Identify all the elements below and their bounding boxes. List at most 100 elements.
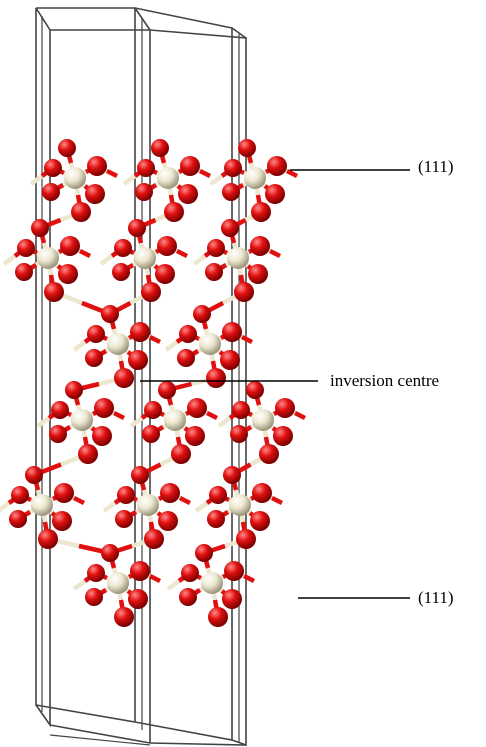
oxygen-atom <box>9 510 27 528</box>
oxygen-atom <box>259 444 279 464</box>
oxygen-atom <box>114 368 134 388</box>
oxygen-atom <box>101 544 119 562</box>
bond <box>240 334 254 345</box>
oxygen-atom <box>220 350 240 370</box>
oxygen-atom <box>51 401 69 419</box>
oxygen-atom <box>87 564 105 582</box>
oxygen-atom <box>144 529 164 549</box>
oxygen-atom <box>206 368 226 388</box>
oxygen-atom <box>234 282 254 302</box>
surface-label-top: (111) <box>418 157 454 176</box>
oxygen-atom <box>87 325 105 343</box>
oxygen-atom <box>208 607 228 627</box>
bond <box>198 168 212 179</box>
oxygen-atom <box>65 381 83 399</box>
oxygen-atom <box>250 511 270 531</box>
bond <box>270 495 284 506</box>
oxygen-atom <box>187 398 207 418</box>
cation-atom <box>64 167 86 189</box>
oxygen-atom <box>85 349 103 367</box>
oxygen-atom <box>265 184 285 204</box>
oxygen-atom <box>250 236 270 256</box>
oxygen-atom <box>49 425 67 443</box>
cation-atom <box>244 167 266 189</box>
bond <box>105 168 119 179</box>
oxygen-atom <box>130 561 150 581</box>
oxygen-atom <box>44 159 62 177</box>
oxygen-atom <box>160 483 180 503</box>
cation-atom <box>201 572 223 594</box>
bond <box>175 248 189 259</box>
bond <box>99 254 114 266</box>
oxygen-atom <box>158 381 176 399</box>
cation-atom <box>157 167 179 189</box>
bond <box>2 254 17 266</box>
oxygen-atom <box>195 544 213 562</box>
cation-atom <box>164 409 186 431</box>
oxygen-atom <box>193 305 211 323</box>
oxygen-atom <box>180 156 200 176</box>
oxygen-atom <box>171 444 191 464</box>
oxygen-atom <box>78 444 98 464</box>
oxygen-atom <box>25 466 43 484</box>
bond <box>205 410 219 421</box>
oxygen-atom <box>101 305 119 323</box>
bond <box>166 579 181 591</box>
oxygen-atom <box>130 322 150 342</box>
oxygen-atom <box>158 511 178 531</box>
bond <box>192 254 207 266</box>
oxygen-atom <box>38 529 58 549</box>
bond <box>194 501 209 513</box>
oxygen-atom <box>246 381 264 399</box>
cation-atom <box>252 409 274 431</box>
cation-atom <box>107 333 129 355</box>
oxygen-atom <box>273 426 293 446</box>
oxygen-atom <box>224 159 242 177</box>
atom-lattice <box>9 139 295 627</box>
oxygen-atom <box>232 401 250 419</box>
oxygen-atom <box>141 282 161 302</box>
oxygen-atom <box>179 588 197 606</box>
oxygen-atom <box>17 239 35 257</box>
cation-atom <box>31 494 53 516</box>
oxygen-atom <box>205 263 223 281</box>
oxygen-atom <box>222 183 240 201</box>
oxygen-atom <box>164 202 184 222</box>
oxygen-atom <box>52 511 72 531</box>
surface-label-bottom: (111) <box>418 588 454 607</box>
oxygen-atom <box>221 219 239 237</box>
oxygen-atom <box>58 139 76 157</box>
oxygen-atom <box>128 219 146 237</box>
oxygen-atom <box>157 236 177 256</box>
oxygen-atom <box>275 398 295 418</box>
bond <box>129 416 144 428</box>
bond <box>102 501 117 513</box>
bond <box>72 579 87 591</box>
unit-cell-frame <box>35 7 247 746</box>
bond <box>29 174 44 186</box>
bond <box>178 495 192 506</box>
bond <box>164 340 179 352</box>
oxygen-atom <box>179 325 197 343</box>
oxygen-atom <box>236 529 256 549</box>
oxygen-atom <box>222 322 242 342</box>
oxygen-atom <box>117 486 135 504</box>
bond <box>78 248 92 259</box>
oxygen-atom <box>71 202 91 222</box>
oxygen-atom <box>114 239 132 257</box>
oxygen-atom <box>178 184 198 204</box>
bond <box>72 340 87 352</box>
oxygen-atom <box>248 264 268 284</box>
oxygen-atom <box>209 486 227 504</box>
oxygen-atom <box>114 607 134 627</box>
oxygen-atom <box>137 159 155 177</box>
oxygen-atom <box>252 483 272 503</box>
oxygen-atom <box>181 564 199 582</box>
oxygen-atom <box>15 263 33 281</box>
oxygen-atom <box>11 486 29 504</box>
oxygen-atom <box>224 561 244 581</box>
oxygen-atom <box>85 588 103 606</box>
cation-atom <box>229 494 251 516</box>
cation-atom <box>199 333 221 355</box>
